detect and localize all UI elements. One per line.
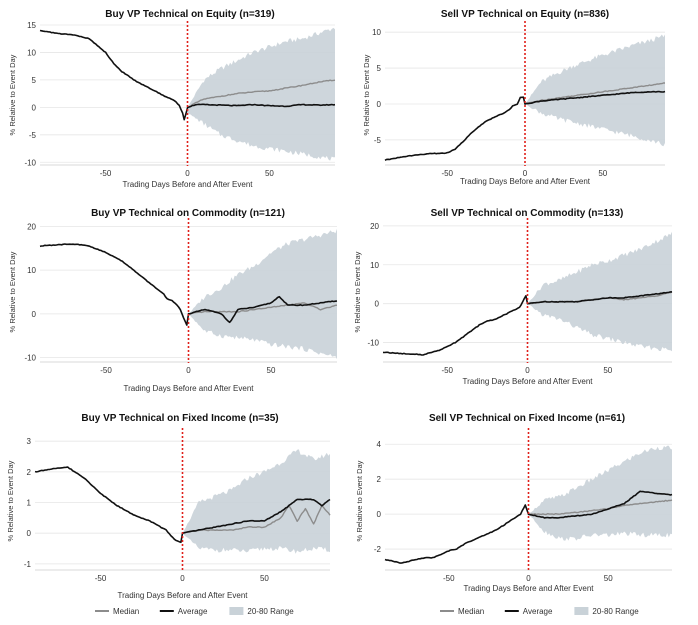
legend-1: Median Average 20-80 Range <box>95 607 294 616</box>
x-tick-label: 0 <box>185 169 190 178</box>
median-line <box>182 504 331 534</box>
y-tick-label: 0 <box>27 529 32 538</box>
panel-title: Sell VP Technical on Equity (n=836) <box>441 9 609 20</box>
y-axis-label: % Relative to Event Day <box>355 460 364 541</box>
average-line <box>384 490 673 564</box>
x-tick-label: -50 <box>441 169 453 178</box>
y-axis-label: % Relative to Event Day <box>353 251 362 332</box>
y-axis-label: % Relative to Event Day <box>8 54 17 135</box>
x-tick-label: 0 <box>526 574 531 583</box>
legend-label: Median <box>113 607 139 616</box>
y-tick-label: 0 <box>375 300 380 309</box>
legend-swatch-range <box>574 607 589 615</box>
x-tick-label: 50 <box>603 366 612 375</box>
legend-2: Median Average 20-80 Range <box>440 607 639 616</box>
x-axis-label: Trading Days Before and After Event <box>118 591 249 600</box>
y-tick-label: 5 <box>377 64 382 73</box>
y-tick-label: 0 <box>377 100 382 109</box>
y-tick-label: 20 <box>370 222 379 231</box>
median-line <box>187 79 336 108</box>
range-band-20-80 <box>528 445 672 541</box>
range-band-20-80 <box>527 231 672 352</box>
y-tick-label: 0 <box>32 310 37 319</box>
y-axis-label: % Relative to Event Day <box>6 460 15 541</box>
y-tick-label: 15 <box>27 21 36 30</box>
x-tick-label: -50 <box>100 169 112 178</box>
x-tick-label: 0 <box>523 169 528 178</box>
y-tick-label: 4 <box>377 440 382 449</box>
range-band-20-80 <box>187 27 335 161</box>
legend-label: Average <box>178 607 208 616</box>
average-line <box>384 90 666 161</box>
median-line <box>528 499 673 516</box>
y-tick-label: 3 <box>27 437 32 446</box>
x-tick-label: 50 <box>267 366 276 375</box>
x-tick-label: 0 <box>186 366 191 375</box>
y-tick-label: 1 <box>27 499 32 508</box>
y-tick-label: 10 <box>372 28 381 37</box>
y-tick-label: 10 <box>27 48 36 57</box>
range-band-20-80 <box>525 34 665 147</box>
x-tick-label: -50 <box>443 574 455 583</box>
y-tick-label: -10 <box>367 339 379 348</box>
y-tick-label: -5 <box>29 131 37 140</box>
panel-title: Buy VP Technical on Fixed Income (n=35) <box>81 413 278 424</box>
y-tick-label: -5 <box>374 136 382 145</box>
chart-panel-5: -1 0 1 2 3 -50 0 50 Buy VP Technical on Fixed In… <box>6 413 331 600</box>
legend-label: 20-80 Range <box>247 607 294 616</box>
x-tick-label: 50 <box>598 169 607 178</box>
chart-panel-4: -10 0 10 20 -50 0 50 Sell VP Technical on Commo… <box>353 208 673 386</box>
x-tick-label: 50 <box>604 574 613 583</box>
panel-title: Buy VP Technical on Commodity (n=121) <box>91 208 285 219</box>
chart-panel-6: -2 0 2 4 -50 0 50 Sell VP Technical on Fixed In… <box>355 413 673 593</box>
x-axis-label: Trading Days Before and After Event <box>464 584 595 593</box>
x-tick-label: 50 <box>260 574 269 583</box>
x-tick-label: 50 <box>265 169 274 178</box>
x-axis-label: Trading Days Before and After Event <box>463 377 594 386</box>
x-axis-label: Trading Days Before and After Event <box>123 180 254 189</box>
y-tick-label: 0 <box>377 510 382 519</box>
legend-label: Median <box>458 607 484 616</box>
y-tick-label: -1 <box>24 560 32 569</box>
x-tick-label: -50 <box>100 366 112 375</box>
range-band-20-80 <box>182 449 330 554</box>
y-tick-label: -2 <box>374 545 382 554</box>
y-tick-label: 5 <box>32 76 37 85</box>
x-axis-label: Trading Days Before and After Event <box>124 384 255 393</box>
panel-title: Sell VP Technical on Commodity (n=133) <box>431 208 624 219</box>
y-axis-label: % Relative to Event Day <box>8 251 17 332</box>
legend-swatch-range <box>229 607 244 615</box>
x-tick-label: -50 <box>95 574 107 583</box>
y-axis-label: % Relative to Event Day <box>362 54 371 135</box>
median-line <box>524 82 665 105</box>
y-tick-label: -10 <box>24 158 36 167</box>
y-tick-label: 20 <box>27 222 36 231</box>
panel-title: Buy VP Technical on Equity (n=319) <box>105 9 274 20</box>
legend-label: 20-80 Range <box>592 607 639 616</box>
y-tick-label: 10 <box>27 266 36 275</box>
y-tick-label: -10 <box>24 354 36 363</box>
legend-label: Average <box>523 607 553 616</box>
y-tick-label: 10 <box>370 261 379 270</box>
average-line <box>39 243 338 326</box>
range-band-20-80 <box>188 228 337 360</box>
y-tick-label: 2 <box>27 468 32 477</box>
x-tick-label: 0 <box>525 366 530 375</box>
x-axis-label: Trading Days Before and After Event <box>460 177 591 186</box>
average-line <box>39 29 336 121</box>
chart-panel-3: -10 0 10 20 -50 0 50 Buy VP Technical on Commod… <box>8 208 338 393</box>
y-tick-label: 0 <box>32 103 37 112</box>
x-tick-label: -50 <box>441 366 453 375</box>
y-tick-label: 2 <box>377 475 382 484</box>
panel-title: Sell VP Technical on Fixed Income (n=61) <box>429 413 625 424</box>
x-tick-label: 0 <box>180 574 185 583</box>
